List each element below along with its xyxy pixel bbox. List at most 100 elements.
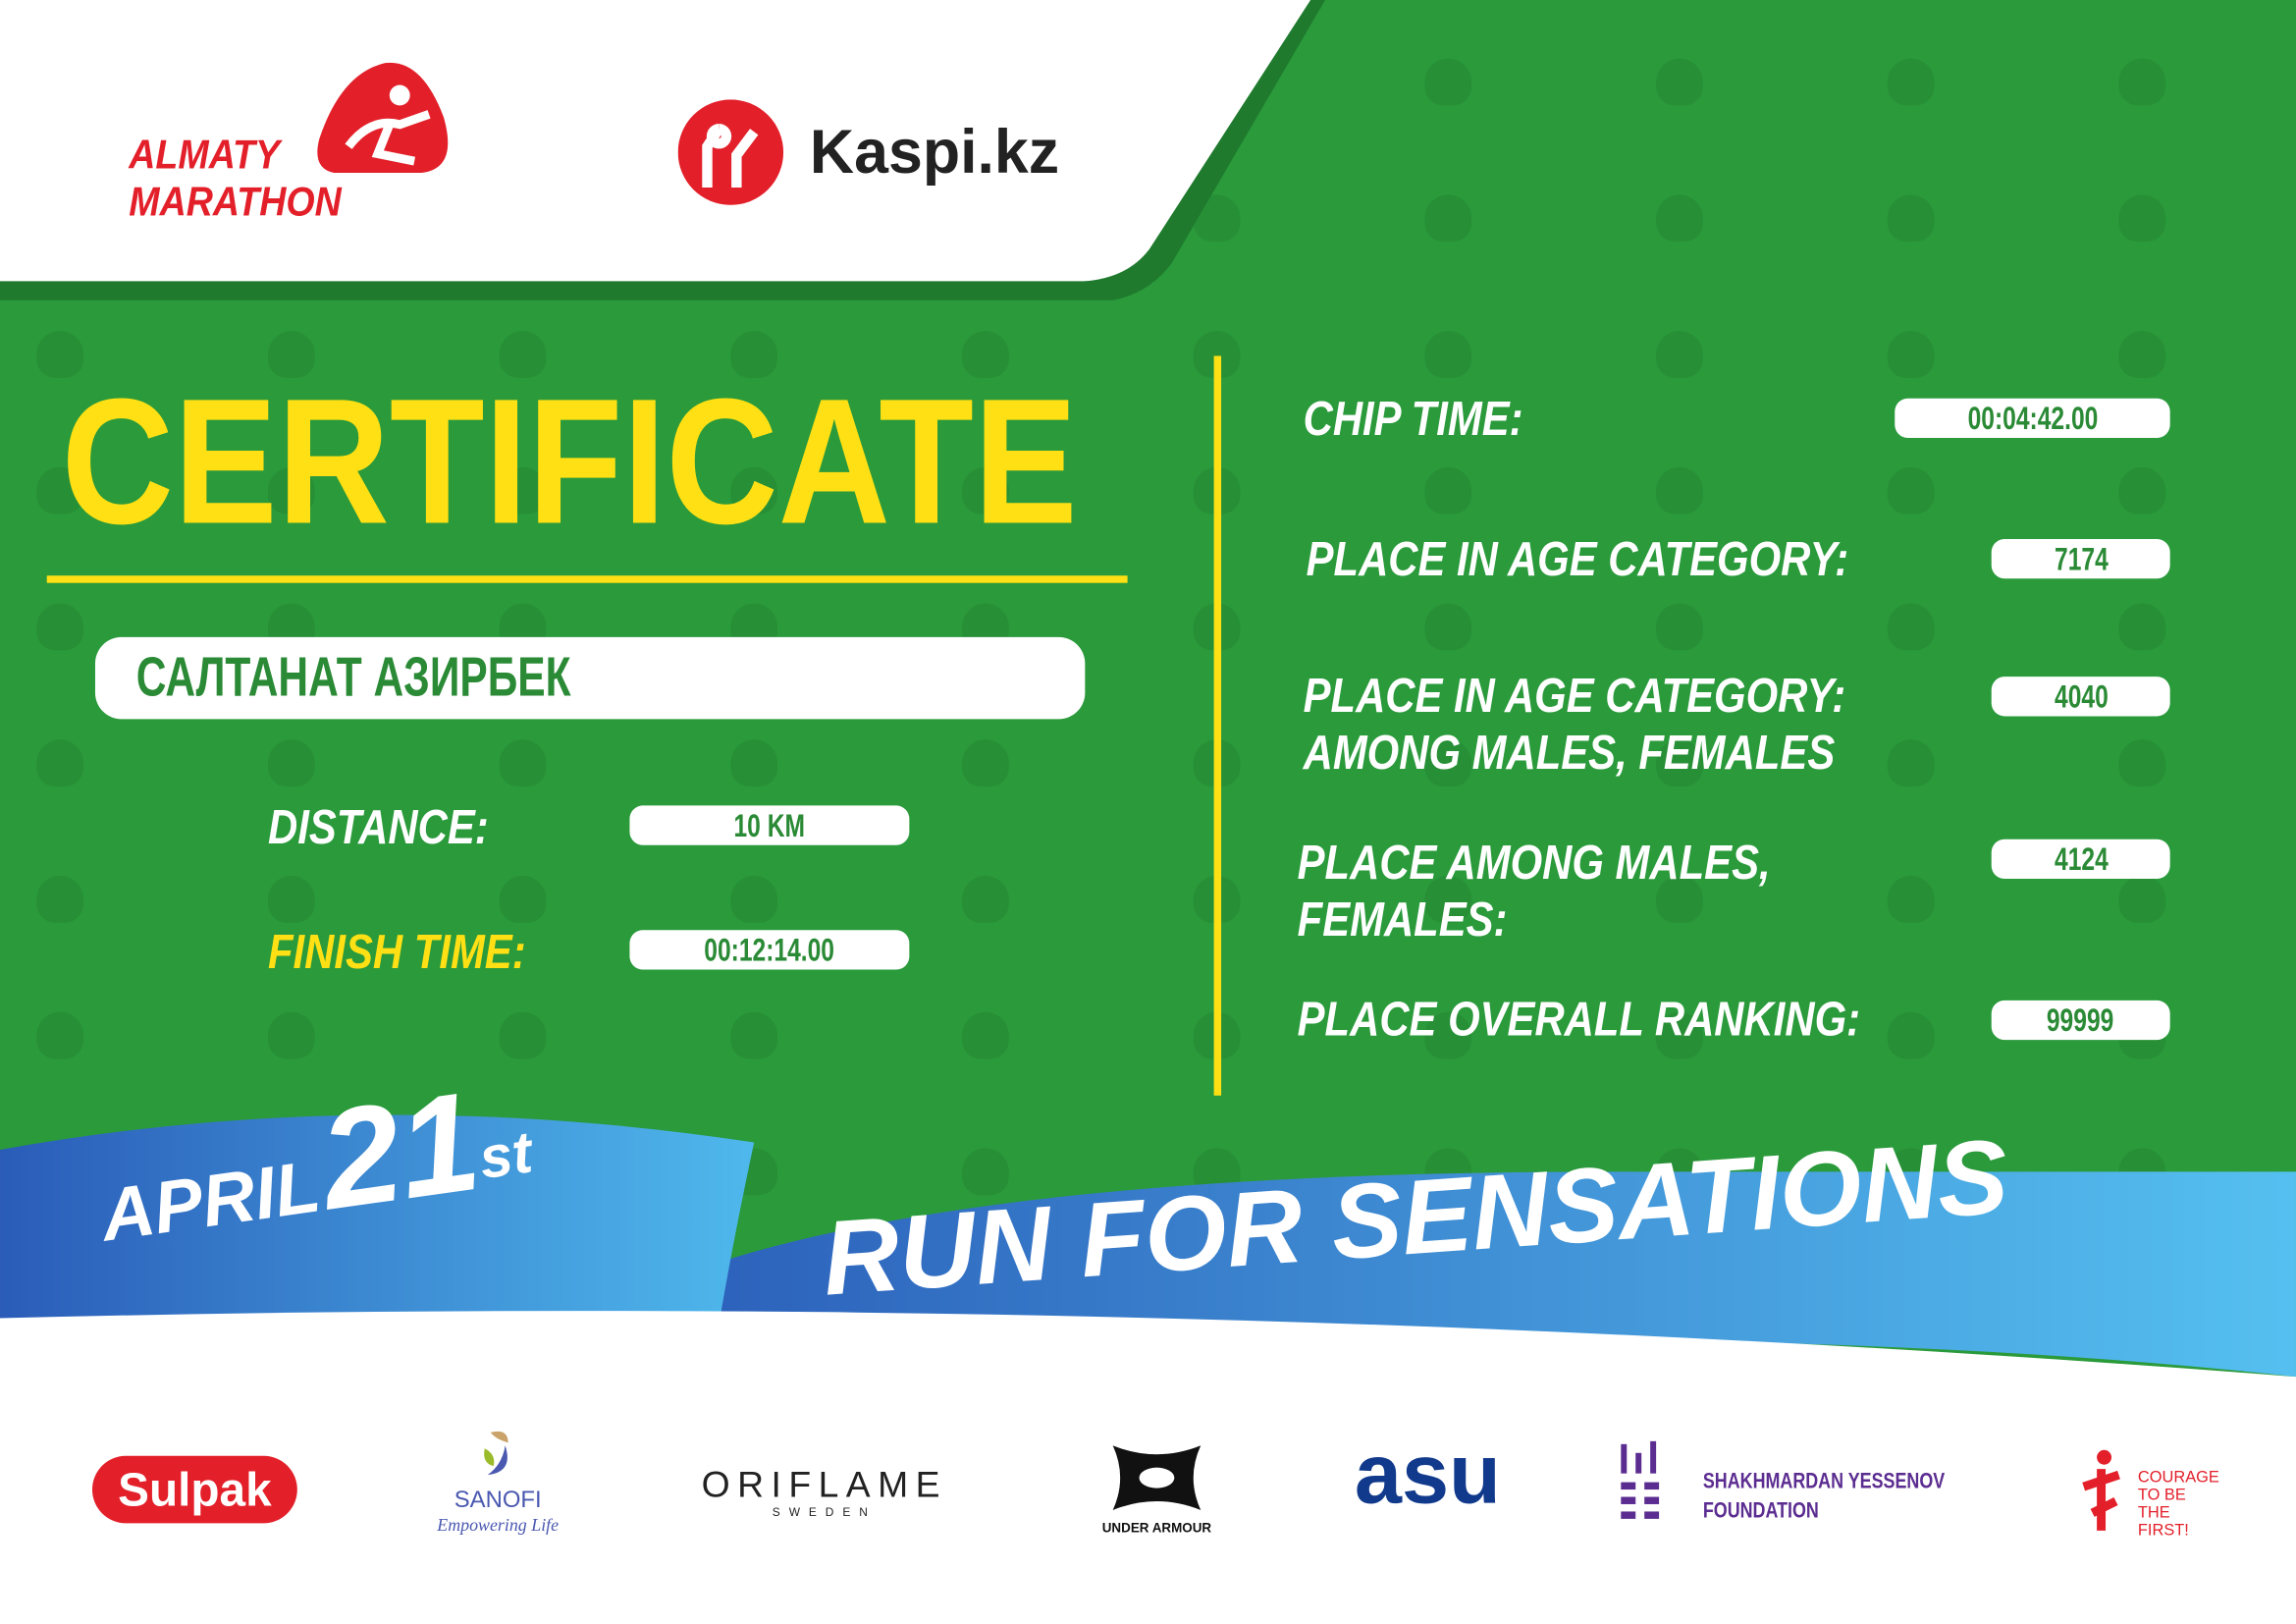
finish-time-label: FINISH TIME: bbox=[267, 924, 526, 979]
watermark-logo bbox=[1656, 194, 1703, 243]
watermark-logo bbox=[962, 331, 1009, 378]
watermark-logo bbox=[2118, 739, 2166, 787]
watermark-logo bbox=[962, 739, 1009, 787]
watermark-logo bbox=[36, 1011, 84, 1059]
certificate-title: CERTIFICATE bbox=[61, 361, 1078, 562]
chip-time-value: 00:04:42.00 bbox=[1895, 398, 2170, 439]
watermark-logo bbox=[1656, 466, 1703, 514]
watermark-logo bbox=[36, 739, 84, 787]
overall-ranking-value: 99999 bbox=[1991, 1000, 2170, 1041]
watermark-logo bbox=[36, 331, 84, 378]
asu-logo: asu bbox=[1354, 1426, 1501, 1522]
sanofi-text: SANOFI bbox=[454, 1488, 542, 1513]
oriflame-logo: ORIFLAME SWEDEN bbox=[691, 1465, 957, 1521]
courage-text: COURAGE TO BE THE FIRST! bbox=[2137, 1469, 2219, 1540]
yessenov-foundation-logo: SHAKHMARDAN YESSENOV FOUNDATION bbox=[1618, 1438, 1969, 1527]
watermark-logo bbox=[267, 331, 315, 378]
sanofi-icon bbox=[484, 1431, 508, 1476]
chip-time-label: CHIP TIME: bbox=[1303, 391, 1523, 446]
finish-time-value: 00:12:14.00 bbox=[629, 930, 910, 970]
watermark-logo bbox=[499, 876, 547, 923]
watermark-logo bbox=[1656, 1011, 1703, 1059]
watermark-logo bbox=[730, 331, 778, 378]
watermark-logo bbox=[1424, 466, 1472, 514]
watermark-logo bbox=[730, 1011, 778, 1059]
age-category-gender-value: 4040 bbox=[1991, 677, 2170, 717]
watermark-logo bbox=[2118, 58, 2166, 106]
watermark-logo bbox=[267, 466, 315, 514]
watermark-logo bbox=[2118, 331, 2166, 378]
participant-name: САЛТАНАТ АЗИРБЕК bbox=[135, 647, 571, 709]
watermark-logo bbox=[1887, 466, 1935, 514]
age-category-label: PLACE IN AGE CATEGORY: bbox=[1306, 531, 1849, 586]
watermark-logo bbox=[730, 739, 778, 787]
watermark-logo bbox=[499, 739, 547, 787]
watermark-logo bbox=[499, 1011, 547, 1059]
watermark-logo bbox=[1887, 58, 1935, 106]
watermark-logo bbox=[36, 466, 84, 514]
watermark-logo bbox=[1887, 331, 1935, 378]
watermark-logo bbox=[2118, 876, 2166, 923]
watermark-logo bbox=[1424, 1011, 1472, 1059]
oriflame-text: ORIFLAME bbox=[701, 1464, 947, 1506]
watermark-logo bbox=[1424, 58, 1472, 106]
watermark-logo bbox=[2118, 466, 2166, 514]
watermark-logo bbox=[1887, 603, 1935, 651]
watermark-logo bbox=[267, 739, 315, 787]
watermark-logo bbox=[1887, 876, 1935, 923]
age-category-value: 7174 bbox=[1991, 538, 2170, 579]
watermark-logo bbox=[1656, 876, 1703, 923]
watermark-logo bbox=[1656, 603, 1703, 651]
watermark-logo bbox=[730, 876, 778, 923]
race-month: APRIL bbox=[95, 1145, 325, 1258]
courage-runner-icon bbox=[2082, 1449, 2120, 1531]
sanofi-tagline: Empowering Life bbox=[437, 1514, 560, 1536]
watermark-logo bbox=[2118, 194, 2166, 243]
watermark-logo bbox=[267, 1011, 315, 1059]
under-armour-icon bbox=[1112, 1445, 1201, 1510]
divider-line bbox=[1213, 355, 1222, 1096]
watermark-logo bbox=[36, 603, 84, 651]
watermark-logo bbox=[1887, 1011, 1935, 1059]
watermark-logo bbox=[36, 876, 84, 923]
almaty-logo-text: ALMATY MARATHON bbox=[129, 132, 342, 225]
watermark-logo bbox=[1424, 739, 1472, 787]
watermark-logo bbox=[962, 1011, 1009, 1059]
watermark-logo bbox=[962, 1148, 1009, 1196]
watermark-logo bbox=[1424, 331, 1472, 378]
overall-ranking-label: PLACE OVERALL RANKING: bbox=[1297, 991, 1861, 1047]
watermark-logo bbox=[1656, 331, 1703, 378]
watermark-logo bbox=[267, 876, 315, 923]
almaty-marathon-logo: ALMATY MARATHON bbox=[129, 59, 458, 235]
yessenov-icon bbox=[1621, 1440, 1660, 1519]
watermark-logo bbox=[1424, 876, 1472, 923]
watermark-logo bbox=[1887, 739, 1935, 787]
courage-fund-logo: COURAGE TO BE THE FIRST! bbox=[2057, 1442, 2219, 1540]
under-armour-logo: UNDER ARMOUR bbox=[1076, 1442, 1237, 1535]
title-underline bbox=[46, 575, 1128, 583]
gender-place-value: 4124 bbox=[1991, 839, 2170, 880]
race-day-suffix: st bbox=[475, 1120, 537, 1192]
kaspi-logo: Kaspi.kz bbox=[677, 99, 1059, 205]
watermark-logo bbox=[2118, 603, 2166, 651]
kaspi-icon bbox=[677, 99, 784, 205]
watermark-logo bbox=[1887, 194, 1935, 243]
under-armour-text: UNDER ARMOUR bbox=[1101, 1520, 1212, 1536]
race-day: 21 bbox=[311, 1062, 489, 1240]
oriflame-sub: SWEDEN bbox=[772, 1505, 877, 1519]
sulpak-logo: Sulpak bbox=[91, 1455, 297, 1524]
name-field: САЛТАНАТ АЗИРБЕК bbox=[94, 636, 1086, 720]
watermark-logo bbox=[1656, 58, 1703, 106]
watermark-logo bbox=[730, 466, 778, 514]
distance-label: DISTANCE: bbox=[267, 799, 489, 854]
watermark-logo bbox=[962, 876, 1009, 923]
watermark-logo bbox=[962, 466, 1009, 514]
watermark-logo bbox=[499, 331, 547, 378]
header-panel bbox=[0, 0, 1325, 300]
watermark-logo bbox=[1656, 739, 1703, 787]
age-category-gender-label-line2: AMONG MALES, FEMALES bbox=[1303, 725, 1836, 780]
gender-place-label-line2: FEMALES: bbox=[1297, 892, 1508, 947]
age-category-gender-label: PLACE IN AGE CATEGORY: bbox=[1303, 668, 1846, 723]
gender-place-label: PLACE AMONG MALES, bbox=[1297, 835, 1771, 890]
